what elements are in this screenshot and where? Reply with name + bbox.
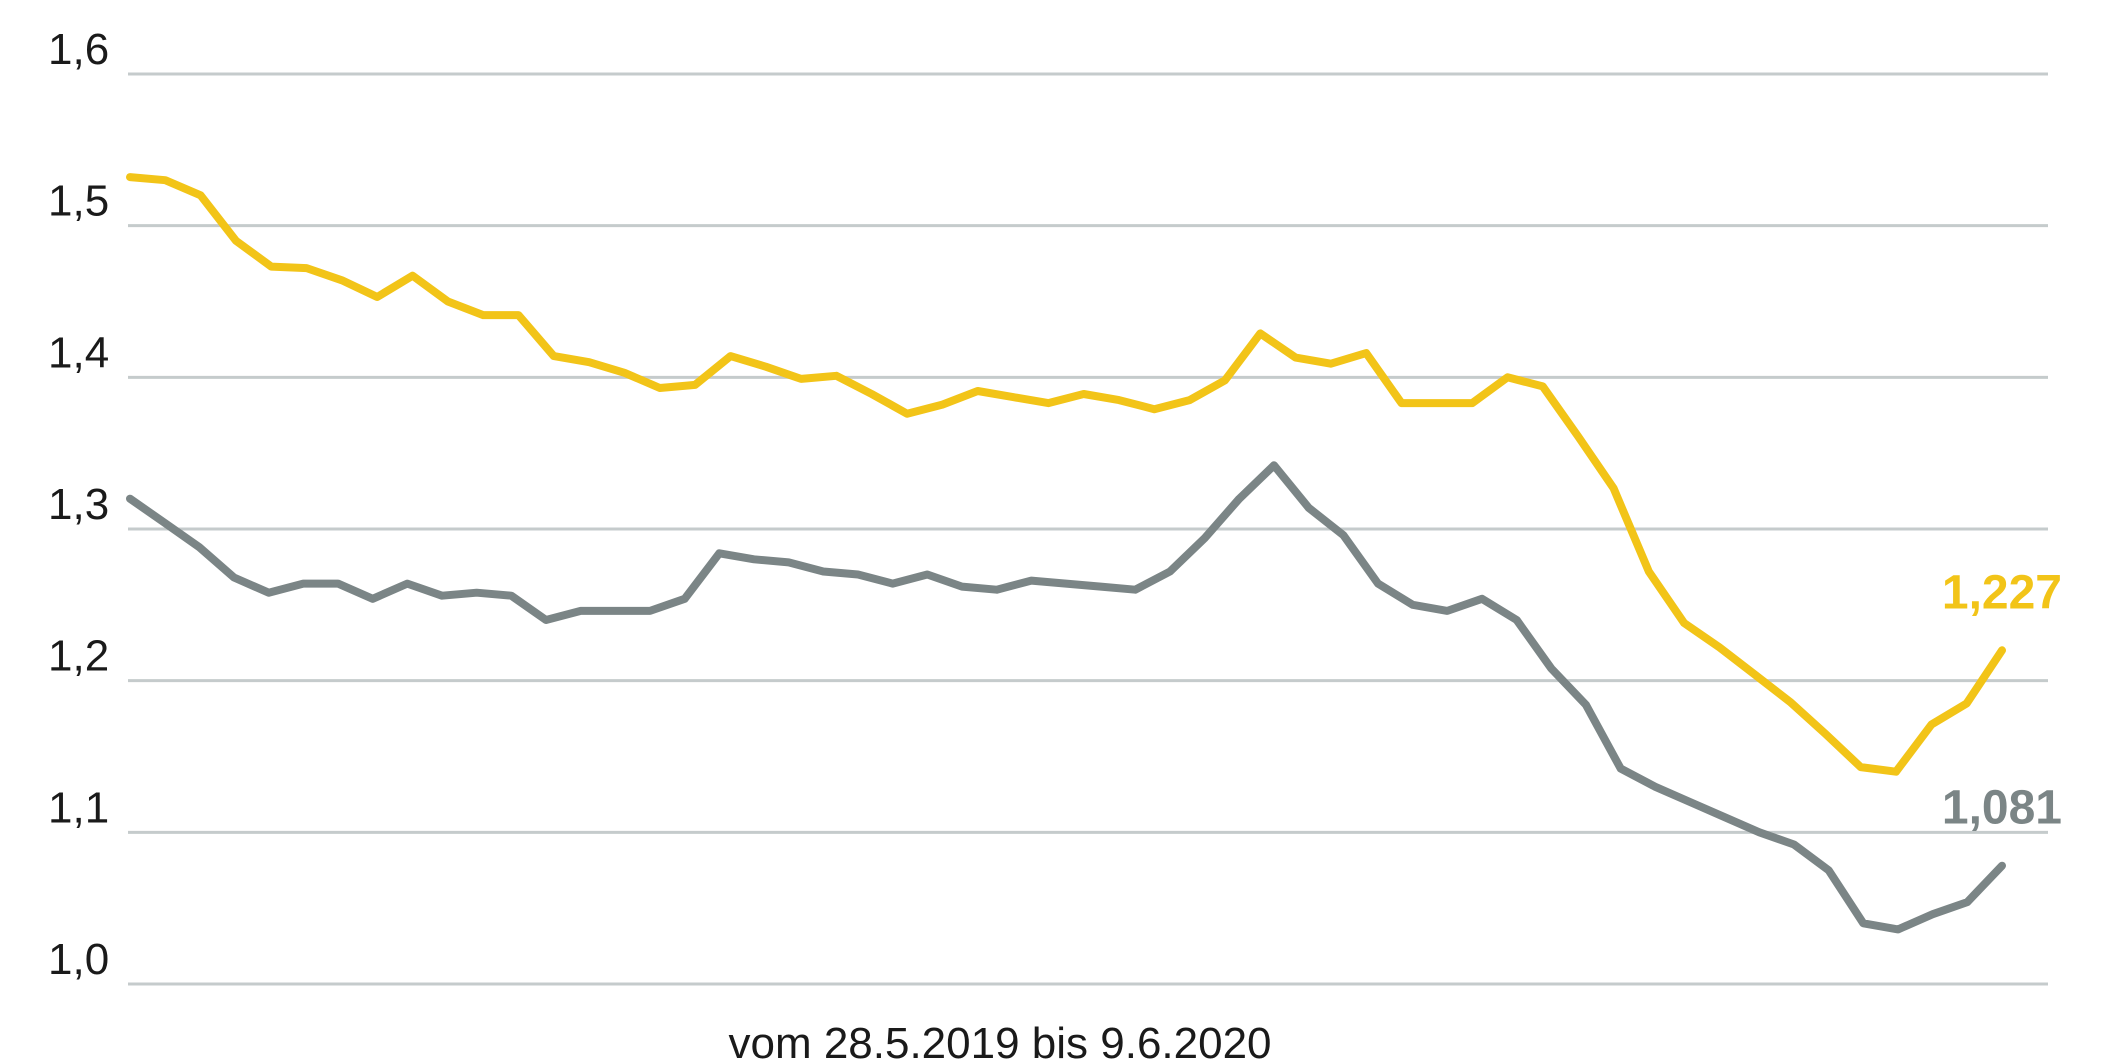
x-axis-label: vom 28.5.2019 bis 9.6.2020 [728, 1019, 1271, 1063]
y-axis-tick-labels: 1,0 1,1 1,2 1,3 1,4 1,5 1,6 [48, 25, 109, 984]
y-tick-label: 1,5 [48, 177, 109, 226]
gridlines [128, 72, 2048, 986]
end-label-yellow: 1,227 [1942, 566, 2062, 619]
y-tick-label: 1,2 [48, 632, 109, 681]
y-tick-label: 1,3 [48, 480, 109, 529]
series-end-labels: 1,227 1,081 [1942, 566, 2062, 834]
series-line-yellow [126, 173, 2006, 776]
series-lines [126, 173, 2006, 934]
y-tick-label: 1,4 [48, 328, 109, 377]
series-line-gray [126, 461, 2006, 934]
y-tick-label: 1,1 [48, 783, 109, 832]
y-tick-label: 1,6 [48, 25, 109, 74]
end-label-gray: 1,081 [1942, 782, 2062, 835]
y-tick-label: 1,0 [48, 935, 109, 984]
